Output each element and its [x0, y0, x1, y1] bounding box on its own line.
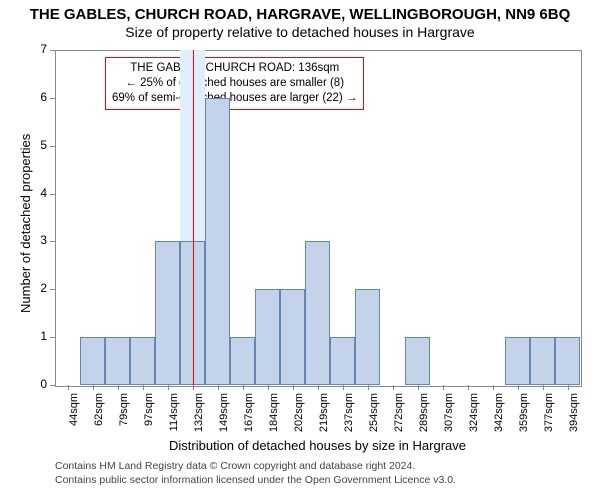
x-tick-label: 342sqm	[493, 393, 505, 443]
y-tick-mark	[50, 50, 55, 51]
x-tick-mark	[568, 385, 569, 390]
y-tick-mark	[50, 289, 55, 290]
x-tick-label: 44sqm	[68, 393, 80, 443]
x-tick-mark	[468, 385, 469, 390]
x-tick-mark	[68, 385, 69, 390]
histogram-bar	[230, 337, 255, 385]
x-tick-label: 272sqm	[393, 393, 405, 443]
histogram-bar	[355, 289, 380, 385]
x-tick-mark	[318, 385, 319, 390]
x-tick-label: 237sqm	[343, 393, 355, 443]
x-tick-mark	[93, 385, 94, 390]
histogram-bar	[330, 337, 355, 385]
x-tick-mark	[168, 385, 169, 390]
x-tick-label: 149sqm	[218, 393, 230, 443]
histogram-bar	[555, 337, 580, 385]
x-tick-label: 219sqm	[318, 393, 330, 443]
chart-title-sub: Size of property relative to detached ho…	[0, 24, 600, 40]
histogram-bar	[255, 289, 280, 385]
y-tick-label: 4	[31, 186, 47, 200]
x-tick-label: 289sqm	[418, 393, 430, 443]
histogram-bar	[505, 337, 530, 385]
x-tick-mark	[143, 385, 144, 390]
x-tick-mark	[343, 385, 344, 390]
x-tick-mark	[243, 385, 244, 390]
y-tick-mark	[50, 241, 55, 242]
histogram-bar	[530, 337, 555, 385]
y-tick-label: 1	[31, 329, 47, 343]
histogram-bar	[130, 337, 155, 385]
histogram-bar	[155, 241, 180, 385]
legend-line-3: 69% of semi-detached houses are larger (…	[112, 91, 357, 106]
y-tick-mark	[50, 337, 55, 338]
chart-container: THE GABLES, CHURCH ROAD, HARGRAVE, WELLI…	[0, 0, 600, 500]
x-tick-label: 132sqm	[193, 393, 205, 443]
y-tick-label: 5	[31, 138, 47, 152]
x-tick-label: 62sqm	[93, 393, 105, 443]
y-tick-mark	[50, 146, 55, 147]
x-tick-mark	[118, 385, 119, 390]
x-tick-label: 324sqm	[468, 393, 480, 443]
x-tick-label: 359sqm	[518, 393, 530, 443]
y-tick-label: 3	[31, 233, 47, 247]
x-tick-label: 202sqm	[293, 393, 305, 443]
attribution-line-2: Contains public sector information licen…	[55, 474, 456, 488]
x-tick-mark	[443, 385, 444, 390]
x-tick-mark	[293, 385, 294, 390]
x-tick-label: 79sqm	[118, 393, 130, 443]
reference-line	[193, 50, 194, 385]
histogram-bar	[405, 337, 430, 385]
x-tick-mark	[518, 385, 519, 390]
histogram-bar	[105, 337, 130, 385]
histogram-bar	[205, 98, 230, 385]
histogram-bar	[305, 241, 330, 385]
x-tick-mark	[418, 385, 419, 390]
x-tick-mark	[543, 385, 544, 390]
x-tick-mark	[493, 385, 494, 390]
x-tick-label: 167sqm	[243, 393, 255, 443]
y-tick-label: 6	[31, 90, 47, 104]
legend-box: THE GABLES CHURCH ROAD: 136sqm ← 25% of …	[105, 57, 364, 110]
x-tick-label: 254sqm	[368, 393, 380, 443]
legend-line-2: ← 25% of detached houses are smaller (8)	[112, 76, 357, 91]
x-tick-label: 114sqm	[168, 393, 180, 443]
x-tick-label: 307sqm	[443, 393, 455, 443]
x-tick-label: 394sqm	[568, 393, 580, 443]
legend-line-1: THE GABLES CHURCH ROAD: 136sqm	[112, 61, 357, 76]
y-tick-mark	[50, 194, 55, 195]
attribution-line-1: Contains HM Land Registry data © Crown c…	[55, 460, 456, 474]
x-tick-mark	[393, 385, 394, 390]
chart-title-main: THE GABLES, CHURCH ROAD, HARGRAVE, WELLI…	[0, 6, 600, 23]
x-tick-mark	[268, 385, 269, 390]
x-tick-label: 97sqm	[143, 393, 155, 443]
x-tick-label: 184sqm	[268, 393, 280, 443]
y-tick-label: 7	[31, 42, 47, 56]
x-tick-mark	[193, 385, 194, 390]
histogram-bar	[80, 337, 105, 385]
histogram-bar	[280, 289, 305, 385]
x-tick-label: 377sqm	[543, 393, 555, 443]
y-tick-mark	[50, 98, 55, 99]
x-tick-mark	[218, 385, 219, 390]
y-tick-mark	[50, 385, 55, 386]
x-tick-mark	[368, 385, 369, 390]
y-tick-label: 0	[31, 377, 47, 391]
attribution-text: Contains HM Land Registry data © Crown c…	[55, 460, 456, 487]
y-tick-label: 2	[31, 281, 47, 295]
